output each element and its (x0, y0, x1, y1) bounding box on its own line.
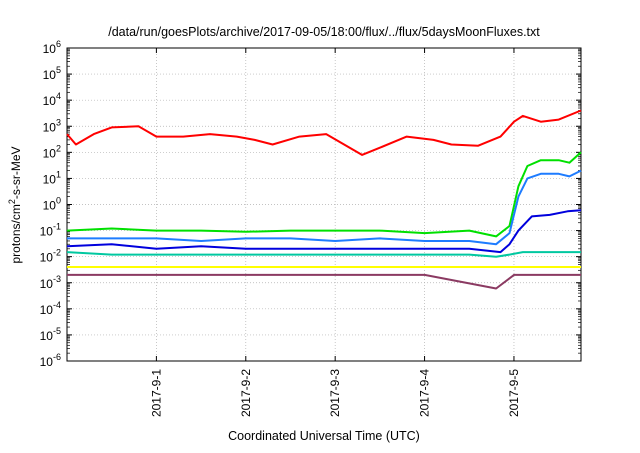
series-line-4 (66, 209, 582, 254)
x-tick-label: 2017-9-4 (418, 369, 432, 417)
y-tick-label: 105 (43, 65, 61, 82)
series-line-1 (66, 109, 582, 156)
y-tick-label: 100 (43, 196, 61, 213)
y-tick-label: 10-3 (40, 274, 61, 291)
y-tick-label: 106 (43, 39, 61, 56)
grid (67, 48, 581, 361)
plot-frame (66, 47, 582, 362)
series-line-2 (66, 151, 582, 238)
y-tick-label: 101 (43, 169, 61, 186)
y-axis: 10-6 10-5 10-4 10-3 10-2 10-1 100 101 102 103 104 1… (40, 39, 581, 369)
y-tick-label: 10-2 (40, 248, 61, 265)
x-tick-label: 2017-9-2 (239, 369, 253, 417)
y-axis-label: protons/cm2-s-sr-MeV (7, 146, 23, 263)
x-axis-label: Coordinated Universal Time (UTC) (228, 429, 420, 443)
chart-title: /data/run/goesPlots/archive/2017-09-05/1… (108, 25, 540, 39)
series-line-3 (67, 169, 582, 246)
y-tick-label: 103 (43, 117, 61, 134)
y-tick-label: 10-6 (40, 352, 61, 369)
x-axis: 2017-9-1 2017-9-2 2017-9-3 2017-9-4 2017-9-5 (149, 48, 521, 417)
y-tick-label: 102 (43, 143, 61, 160)
y-tick-label: 10-1 (40, 222, 61, 239)
y-tick-label: 104 (43, 91, 61, 108)
series-line-7 (67, 273, 581, 290)
y-tick-label: 10-4 (40, 300, 61, 317)
series-layer (66, 109, 582, 290)
y-tick-label: 10-5 (40, 326, 61, 343)
x-tick-label: 2017-9-3 (328, 369, 342, 417)
series-line-5 (66, 251, 581, 258)
x-tick-label: 2017-9-1 (149, 369, 163, 417)
x-tick-label: 2017-9-5 (507, 369, 521, 417)
